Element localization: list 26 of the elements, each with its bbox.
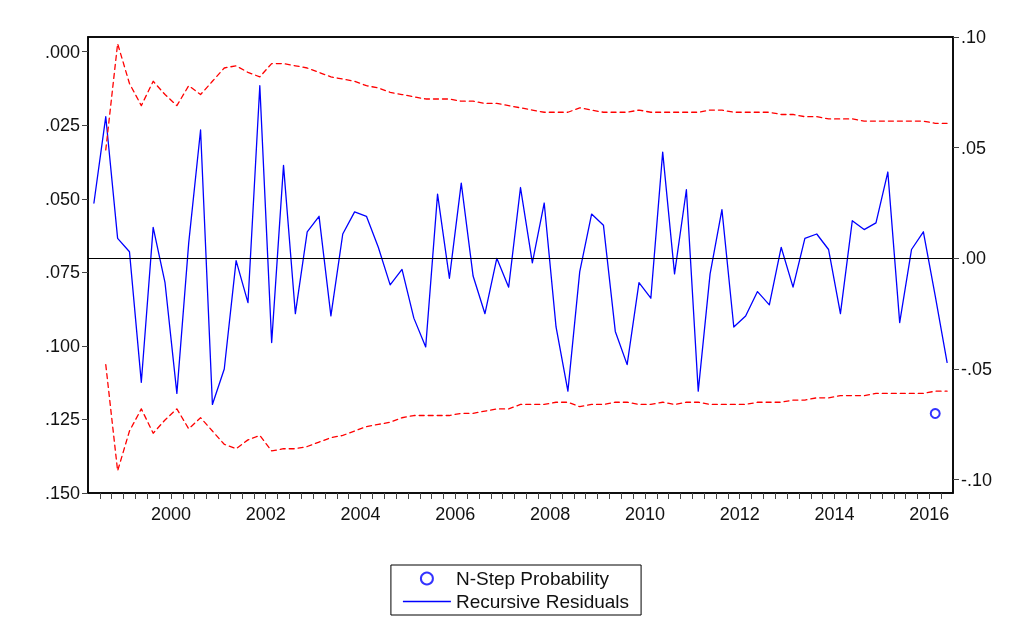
x-tick-label: 2014 [814, 504, 855, 524]
line-series [105, 42, 948, 151]
legend-label: Recursive Residuals [455, 591, 630, 612]
y2-tick-label: .05 [961, 137, 987, 158]
y-tick-label: .075 [44, 262, 80, 283]
x-tick-label: 2012 [719, 504, 760, 524]
legend-label: N-Step Probability [455, 568, 610, 589]
x-tick-label: 2016 [909, 504, 950, 524]
y2-tick-label: -.10 [961, 469, 993, 490]
line-series [93, 85, 948, 406]
x-tick-label: 2000 [150, 504, 191, 524]
y2-tick-label: .00 [961, 248, 987, 269]
x-tick-label: 2002 [245, 504, 286, 524]
y-tick-label: .050 [44, 188, 80, 209]
y-tick-label: .025 [44, 115, 80, 136]
x-tick-label: 2006 [435, 504, 476, 524]
y-tick-label: .100 [44, 335, 80, 356]
line-series [105, 363, 948, 472]
y-tick-label: .000 [44, 41, 80, 62]
x-tick-label: 2004 [340, 504, 381, 524]
y2-tick-label: .10 [961, 27, 987, 47]
y2-tick-label: -.05 [961, 359, 993, 380]
y-tick-label: .150 [44, 483, 80, 503]
x-tick-label: 2010 [624, 504, 665, 524]
x-tick-label: 2008 [530, 504, 571, 524]
y-tick-label: .125 [44, 409, 80, 430]
